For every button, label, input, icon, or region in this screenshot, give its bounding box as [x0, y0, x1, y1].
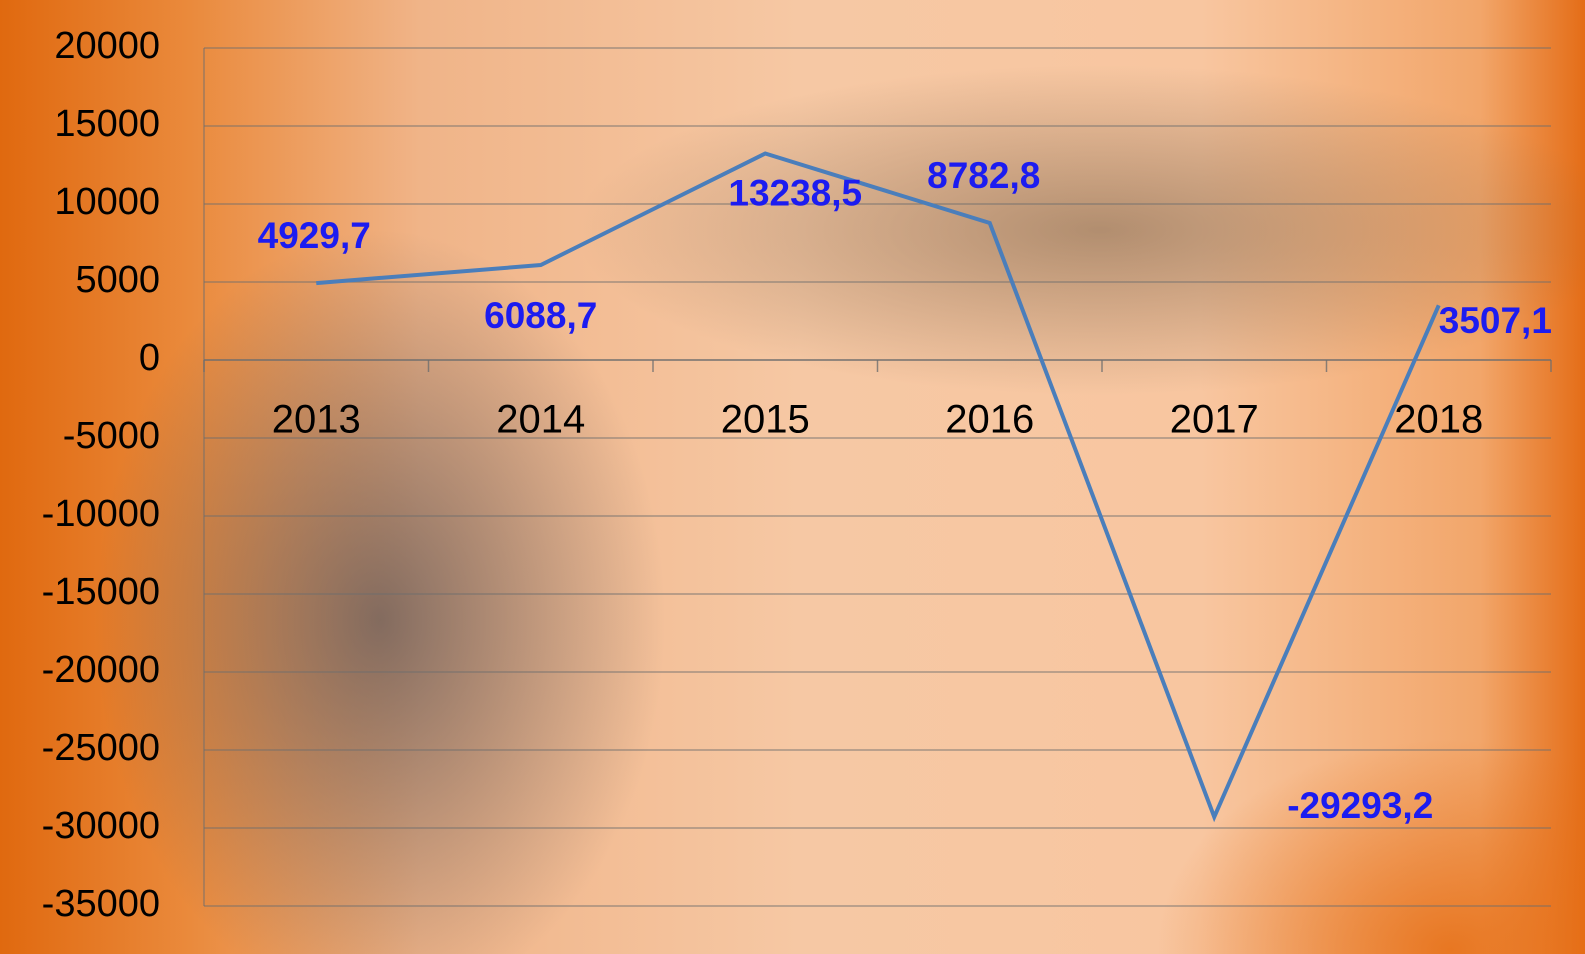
y-tick-label: -35000 — [42, 883, 160, 925]
x-tick-label: 2015 — [721, 398, 810, 442]
y-tick-label: -10000 — [42, 493, 160, 535]
y-tick-label: 20000 — [54, 25, 160, 67]
value-label: -29293,2 — [1287, 785, 1433, 826]
value-label: 4929,7 — [258, 215, 371, 256]
value-label: 6088,7 — [484, 295, 597, 336]
x-tick-label: 2018 — [1394, 398, 1483, 442]
y-tick-label: 10000 — [54, 181, 160, 223]
slide: -35000 -30000 -25000 -20000 -15000 -10000 -500… — [0, 0, 1585, 954]
y-tick-label: 5000 — [75, 259, 160, 301]
y-tick-label: 15000 — [54, 103, 160, 145]
data-line — [316, 153, 1439, 816]
y-tick-label: -25000 — [42, 727, 160, 769]
y-tick-label: 0 — [139, 337, 160, 379]
chart: -35000 -30000 -25000 -20000 -15000 -10000 -500… — [0, 0, 1585, 954]
x-tick-label: 2013 — [272, 398, 361, 442]
value-label: 8782,8 — [927, 155, 1040, 196]
y-tick-label: -5000 — [63, 415, 160, 457]
value-label: 3507,1 — [1439, 300, 1552, 341]
x-tick-label: 2017 — [1170, 398, 1259, 442]
x-tick-label: 2014 — [496, 398, 585, 442]
y-tick-label: -15000 — [42, 571, 160, 613]
y-tick-label: -30000 — [42, 805, 160, 847]
x-tick-label: 2016 — [945, 398, 1034, 442]
value-label: 13238,5 — [728, 172, 862, 213]
y-tick-label: -20000 — [42, 649, 160, 691]
